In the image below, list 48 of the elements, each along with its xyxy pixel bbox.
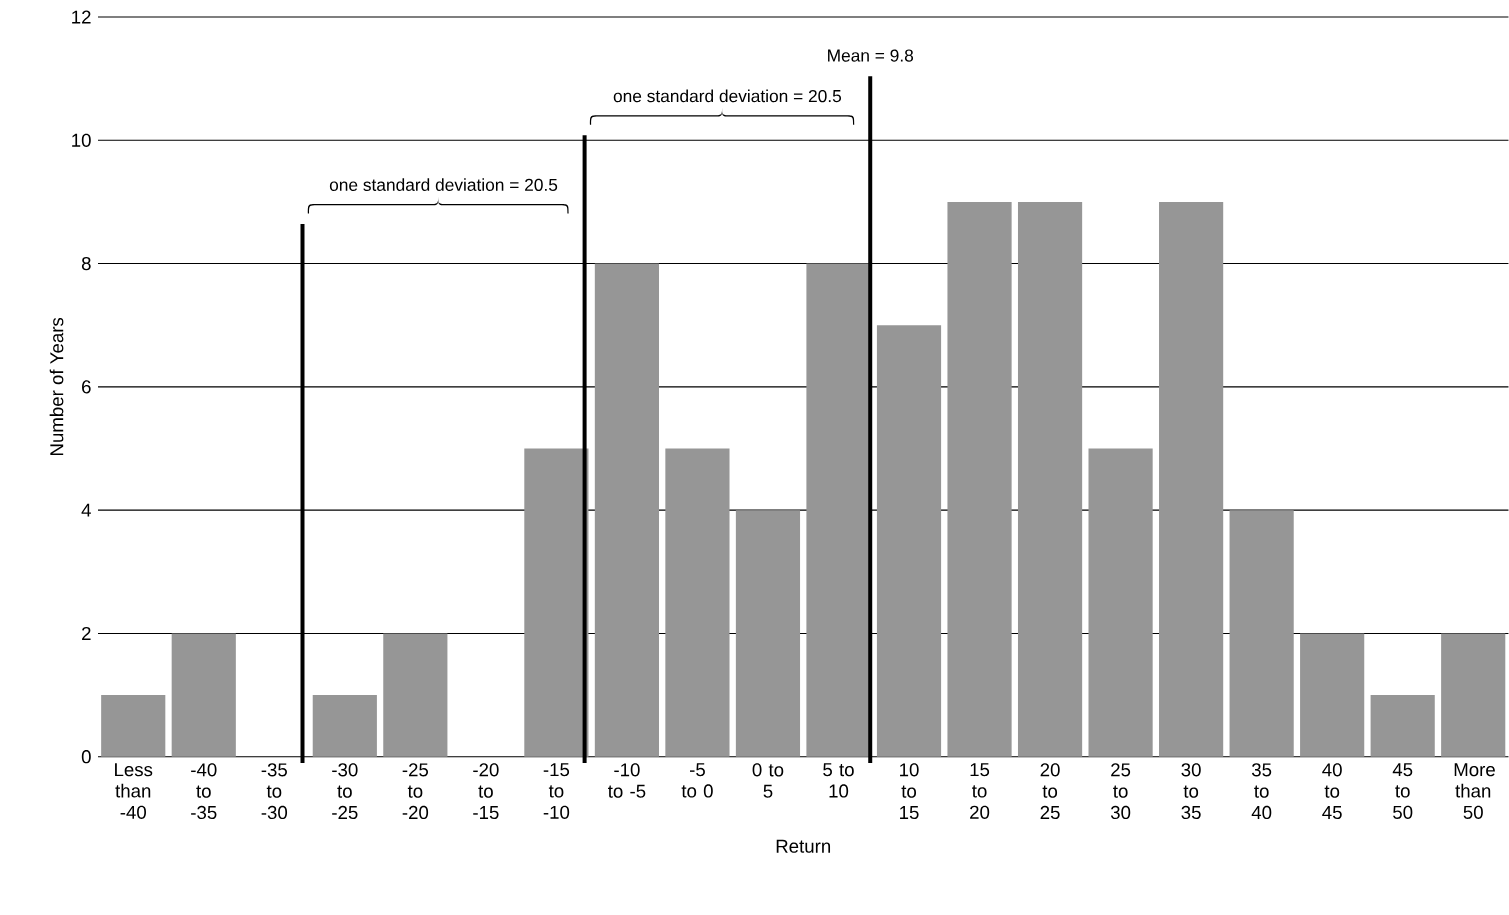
x-tick-label: 25 to 30 — [1110, 763, 1131, 820]
x-tick-label: 15 to 20 — [970, 763, 990, 820]
bar — [383, 633, 448, 757]
x-axis-title: Return — [776, 839, 831, 853]
annotation: one standard deviation = 20.5 — [613, 89, 842, 103]
bar — [665, 448, 730, 757]
annotation: Mean = 9.8 — [828, 49, 914, 62]
bar — [1441, 633, 1506, 757]
bar — [947, 202, 1012, 757]
bar — [876, 325, 942, 757]
x-tick-label: -25 to -20 — [402, 763, 429, 820]
x-tick-label: 40 to 45 — [1322, 763, 1342, 820]
x-tick-label: 20 to 25 — [1040, 763, 1060, 820]
x-tick-label: -20 to -15 — [473, 763, 499, 820]
bar — [1300, 633, 1365, 757]
x-tick-label: 0 to 5 — [752, 763, 784, 798]
y-tick-label: 4 — [81, 503, 91, 517]
bar — [101, 695, 166, 757]
x-tick-label: More than 50 — [1454, 763, 1495, 820]
x-tick-label: 45 to 50 — [1392, 763, 1413, 820]
x-tick-label: -5 to 0 — [681, 763, 713, 798]
y-tick-label: 0 — [81, 750, 91, 764]
x-tick-label: -40 to -35 — [191, 763, 217, 820]
bar — [1370, 695, 1435, 757]
y-tick-label: 6 — [82, 380, 91, 394]
annotation: one standard deviation = 20.5 — [329, 178, 558, 192]
bar — [594, 263, 659, 757]
x-tick-label: 30 to 35 — [1181, 763, 1201, 820]
x-tick-label: 10 to 15 — [900, 763, 919, 820]
bar — [735, 510, 801, 757]
bar — [1159, 202, 1224, 757]
y-tick-label: 10 — [72, 133, 91, 148]
x-tick-label: 5 to 10 — [823, 763, 854, 798]
x-tick-label: -30 to -25 — [332, 763, 358, 820]
bar — [312, 695, 377, 757]
x-tick-label: Less than -40 — [115, 763, 153, 820]
bar — [1088, 448, 1153, 757]
x-tick-label: -10 to -5 — [608, 763, 646, 798]
x-tick-label: 35 to 40 — [1251, 763, 1272, 820]
y-axis-title: Number of Years — [49, 318, 64, 456]
bar — [1017, 202, 1083, 757]
y-tick-label: 2 — [82, 627, 91, 641]
bar — [171, 633, 236, 757]
x-tick-label: -15 to -10 — [543, 763, 570, 820]
y-tick-label: 12 — [72, 10, 91, 24]
bar — [1229, 510, 1294, 757]
x-tick-label: -35 to -30 — [261, 763, 288, 820]
y-tick-label: 8 — [81, 257, 91, 271]
